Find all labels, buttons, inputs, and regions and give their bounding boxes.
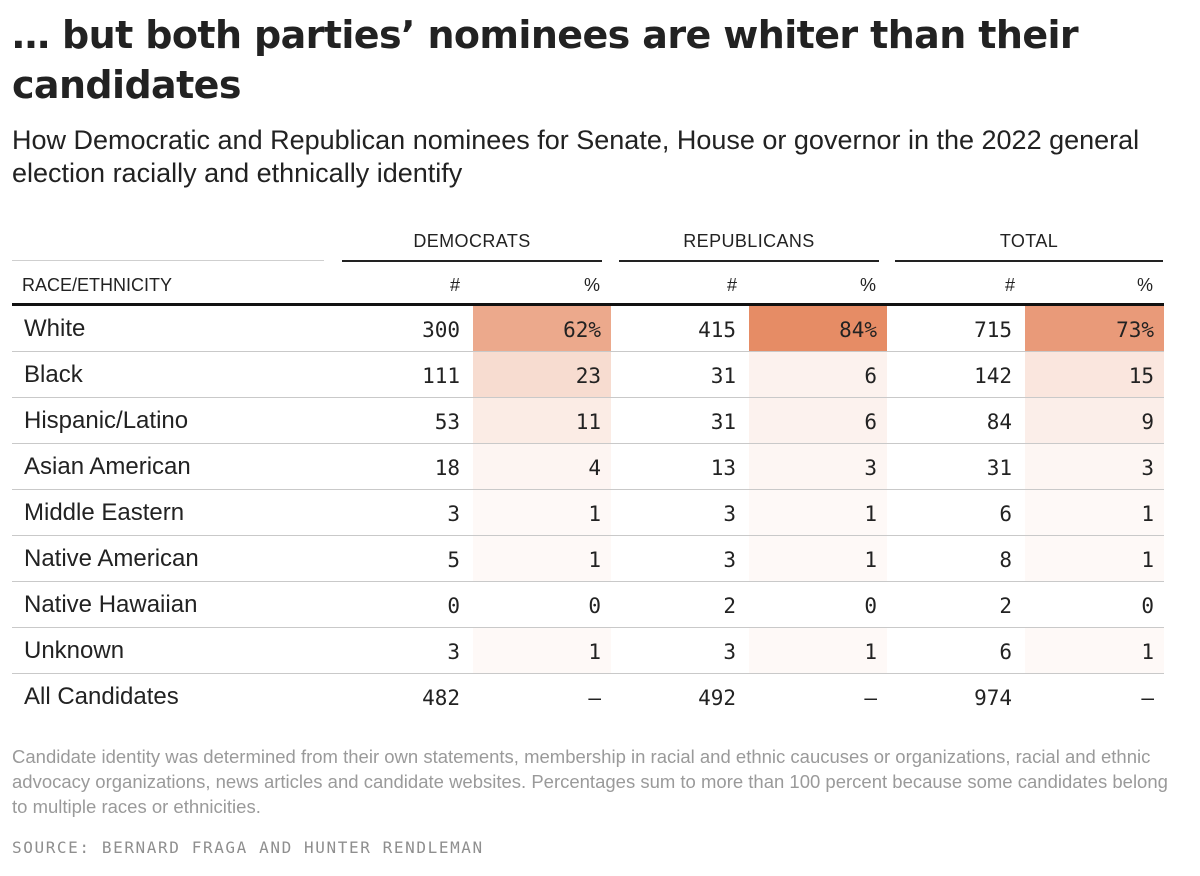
percent-cell: — [1141,686,1154,710]
chart-title: … but both parties’ nominees are whiter … [12,13,1079,107]
count-cell: 53 [434,410,460,434]
count-cell: 142 [974,364,1012,388]
count-cell: 492 [698,686,736,710]
count-cell: 111 [422,364,460,388]
table-row: Unknown 3 1 3 1 6 1 [12,628,1164,674]
column-header-rep-count: # [726,275,737,295]
table-row: Asian American 18 4 13 3 31 3 [12,444,1164,490]
row-separator [12,627,1164,628]
count-cell: 84 [986,410,1012,434]
table-row: All Candidates 482 — 492 — 974 — [12,674,1164,720]
count-cell: 31 [710,364,736,388]
percent-cell: 0 [473,582,611,628]
percent-cell: — [588,686,601,710]
percent-cell: 1 [1025,536,1164,582]
row-label: Unknown [24,637,125,664]
percent-cell: 0 [749,582,887,628]
percent-cell: 9 [1025,398,1164,444]
count-cell: 3 [723,640,736,664]
count-cell: 31 [710,410,736,434]
group-header-republicans: REPUBLICANS [683,231,815,251]
row-label: Native Hawaiian [24,591,198,618]
row-label: Middle Eastern [24,499,185,526]
row-label: All Candidates [24,683,179,710]
percent-cell: 1 [749,536,887,582]
percent-cell: 3 [1025,444,1164,490]
count-cell: 18 [434,456,460,480]
count-cell: 715 [974,318,1012,342]
percent-cell: 1 [1025,628,1164,674]
percent-cell: 3 [749,444,887,490]
percent-cell: 11 [473,398,611,444]
table-row: Native American 5 1 3 1 8 1 [12,536,1164,582]
row-label: Black [24,361,83,388]
percent-cell: 1 [473,536,611,582]
count-cell: 0 [447,594,460,618]
count-cell: 2 [723,594,736,618]
percent-cell: 4 [473,444,611,490]
group-rule-republicans [619,260,879,262]
header-left-rule [12,260,324,261]
percent-cell: 84% [749,306,887,352]
row-label: Hispanic/Latino [24,407,189,434]
percent-cell: 15 [1025,352,1164,398]
group-rule-democrats [342,260,602,262]
count-cell: 6 [999,640,1012,664]
table-row: Middle Eastern 3 1 3 1 6 1 [12,490,1164,536]
row-separator [12,489,1164,490]
count-cell: 13 [710,456,736,480]
header-rule [12,303,1164,306]
count-cell: 974 [974,686,1012,710]
table-row: Hispanic/Latino 53 11 31 6 84 9 [12,398,1164,444]
chart-subtitle: How Democratic and Republican nominees f… [12,125,1140,188]
count-cell: 300 [422,318,460,342]
count-cell: 5 [447,548,460,572]
count-cell: 415 [698,318,736,342]
footnote: Candidate identity was determined from t… [12,746,1168,817]
row-separator [12,443,1164,444]
count-cell: 6 [999,502,1012,526]
column-header-race: RACE/ETHNICITY [22,275,173,295]
row-separator [12,351,1164,352]
table-row: Black 111 23 31 6 142 15 [12,352,1164,398]
source-line: SOURCE: BERNARD FRAGA AND HUNTER RENDLEM… [12,838,484,857]
count-cell: 3 [447,640,460,664]
percent-cell: 1 [1025,490,1164,536]
column-header-rep-pct: % [859,275,876,295]
percent-cell: — [864,686,877,710]
percent-cell: 0 [1025,582,1164,628]
column-header-dem-count: # [449,275,460,295]
group-header-total: TOTAL [999,231,1059,251]
percent-cell: 23 [473,352,611,398]
percent-cell: 6 [749,352,887,398]
percent-cell: 1 [749,628,887,674]
count-cell: 3 [447,502,460,526]
count-cell: 3 [723,548,736,572]
group-rule-total [895,260,1163,262]
column-header-total-count: # [1004,275,1015,295]
count-cell: 3 [723,502,736,526]
column-header-dem-pct: % [583,275,600,295]
percent-cell: 6 [749,398,887,444]
count-cell: 8 [999,548,1012,572]
row-label: White [24,315,86,342]
row-separator [12,673,1164,674]
row-separator [12,397,1164,398]
percent-cell: 1 [473,628,611,674]
column-header-total-pct: % [1136,275,1153,295]
table-row: White 300 62% 415 84% 715 73% [12,306,1164,352]
row-separator [12,535,1164,536]
percent-cell: 1 [473,490,611,536]
group-header-democrats: DEMOCRATS [413,231,531,251]
table-row: Native Hawaiian 0 0 2 0 2 0 [12,582,1164,628]
row-label: Asian American [24,453,191,480]
percent-cell: 73% [1025,306,1164,352]
count-cell: 2 [999,594,1012,618]
row-label: Native American [24,545,199,572]
row-separator [12,581,1164,582]
percent-cell: 1 [749,490,887,536]
count-cell: 482 [422,686,460,710]
count-cell: 31 [986,456,1012,480]
percent-cell: 62% [473,306,611,352]
